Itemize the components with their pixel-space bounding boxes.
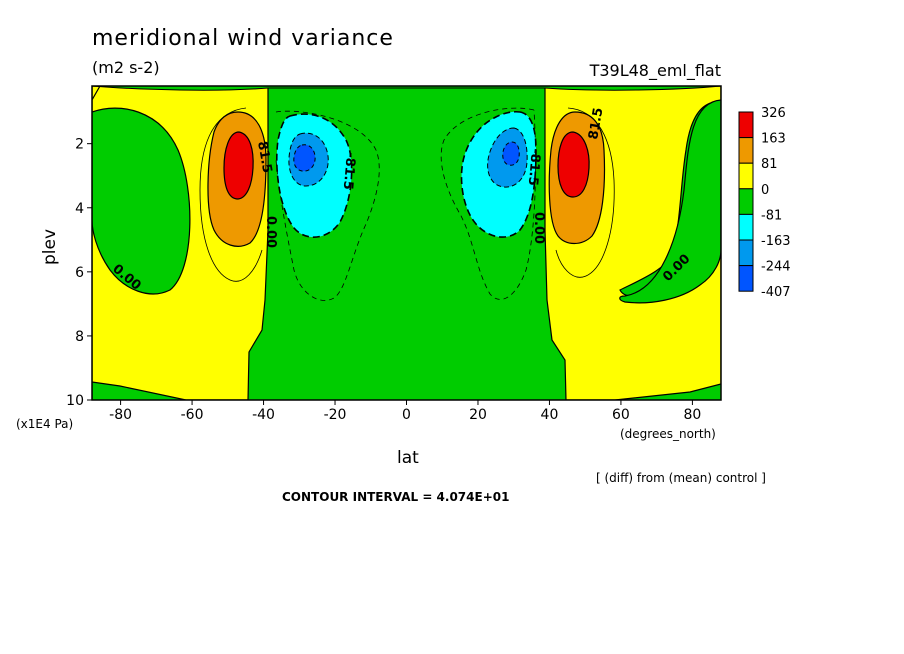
x-tick-label: -20 xyxy=(324,407,347,423)
dashed-contour-right xyxy=(440,107,536,300)
legend-label: -163 xyxy=(761,234,791,249)
thin-contour-left xyxy=(199,107,263,282)
x-axis-units: (degrees_north) xyxy=(620,427,716,441)
legend-swatch xyxy=(738,111,754,139)
green-pocket-left xyxy=(92,107,191,295)
legend-swatch xyxy=(738,137,754,164)
experiment-label: T39L48_eml_flat xyxy=(589,61,721,81)
legend-label: 0 xyxy=(761,183,769,198)
x-tick-label: -40 xyxy=(252,407,275,423)
x-tick-label: -60 xyxy=(181,407,204,423)
color-legend: 326 163 81 0 -81 -163 -244 -407 xyxy=(738,106,791,300)
contour-label-6: 81.5 xyxy=(586,106,606,140)
x-tick-label: 80 xyxy=(683,407,701,423)
legend-label: 81 xyxy=(761,157,778,172)
x-tick-label: 20 xyxy=(469,407,487,423)
green-pocket-right-b xyxy=(619,99,721,304)
chart-title: meridional wind variance xyxy=(92,26,394,51)
dashed-contour-left xyxy=(275,110,380,301)
red-region-right xyxy=(557,131,590,198)
x-tick-label: 40 xyxy=(541,407,559,423)
red-region-left xyxy=(223,131,254,200)
y-axis-label: plev xyxy=(40,229,60,265)
x-tick-label: 60 xyxy=(612,407,630,423)
plot-area xyxy=(92,86,721,400)
diff-note: [ (diff) from (mean) control ] xyxy=(596,471,766,485)
green-top-strip xyxy=(92,86,721,91)
deep-blue-region-right xyxy=(502,141,520,166)
thin-contour-right xyxy=(555,107,615,278)
contour-label-4: -81.5 xyxy=(525,148,543,187)
legend-swatch xyxy=(738,213,754,241)
legend-label: -244 xyxy=(761,260,791,275)
contour-label-1: 81.5 xyxy=(254,140,274,174)
legend-swatch xyxy=(738,239,754,267)
contour-label-2: 0.00 xyxy=(263,216,278,248)
contour-interval: CONTOUR INTERVAL = 4.074E+01 xyxy=(282,490,509,504)
y-tick-label: 2 xyxy=(75,137,84,153)
contour-label-3: -81.5 xyxy=(340,152,358,191)
legend-swatch xyxy=(738,188,754,215)
legend-swatch xyxy=(738,265,754,292)
legend-swatch xyxy=(738,162,754,190)
y-axis-units: (x1E4 Pa) xyxy=(16,417,73,431)
y-tick-label: 10 xyxy=(66,393,84,409)
legend-label: -407 xyxy=(761,285,791,300)
deep-blue-region-left xyxy=(293,144,316,172)
contour-label-5: 0.00 xyxy=(531,212,546,244)
y-tick-label: 4 xyxy=(75,201,84,217)
y-tick-label: 8 xyxy=(75,329,84,345)
legend-label: 163 xyxy=(761,132,786,147)
x-axis-label: lat xyxy=(397,448,419,468)
y-axis: 2 4 6 8 10 xyxy=(66,137,92,409)
legend-label: 326 xyxy=(761,106,786,121)
x-tick-label: 0 xyxy=(402,407,411,423)
x-tick-label: -80 xyxy=(109,407,132,423)
y-tick-label: 6 xyxy=(75,265,84,281)
chart-units: (m2 s-2) xyxy=(92,58,160,77)
legend-label: -81 xyxy=(761,208,782,223)
x-axis: -80 -60 -40 -20 0 20 40 60 80 xyxy=(109,400,701,423)
